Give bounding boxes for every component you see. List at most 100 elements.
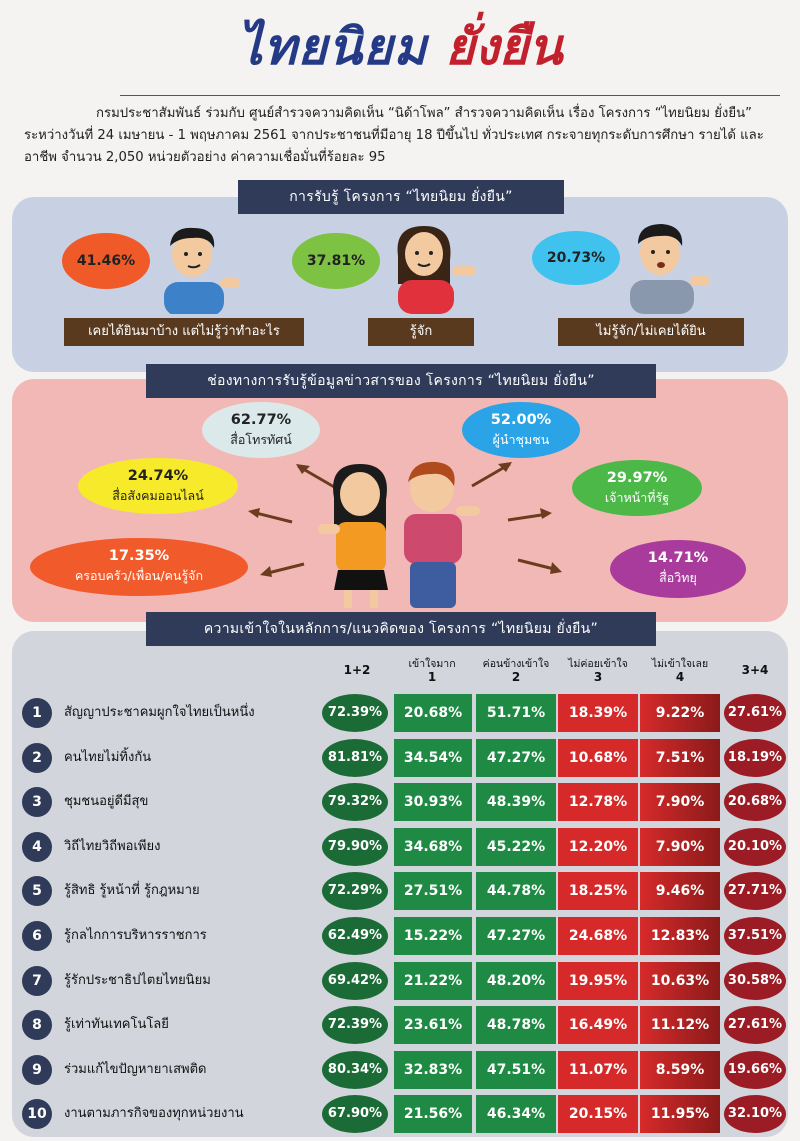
col-2: ค่อนข้างเข้าใจ 2	[476, 658, 556, 685]
row-number: 10	[22, 1099, 52, 1129]
row-c3: 10.68%	[558, 739, 638, 777]
man-thinking-icon	[164, 227, 240, 314]
row-sum12: 80.34%	[322, 1051, 388, 1089]
row-sum34: 27.61%	[724, 1006, 786, 1044]
awareness-value-2: 37.81%	[292, 233, 380, 289]
page-title: ไทยนิยม ยั่งยืน	[0, 8, 800, 92]
arrow-to-tv-icon	[296, 464, 337, 490]
row-c2: 48.20%	[476, 962, 556, 1000]
row-c2: 46.34%	[476, 1095, 556, 1133]
channel-social-media-value: 24.74%	[127, 468, 189, 484]
channel-social-media: 24.74% สื่อสังคมออนไลน์	[78, 458, 238, 514]
arrow-to-leader-icon	[471, 462, 512, 488]
row-c3: 12.20%	[558, 828, 638, 866]
awareness-value-3: 20.73%	[532, 231, 620, 285]
row-c2: 47.51%	[476, 1051, 556, 1089]
row-c4: 7.90%	[640, 783, 720, 821]
row-c1: 27.51%	[394, 872, 472, 910]
row-c1: 30.93%	[394, 783, 472, 821]
row-c1: 15.22%	[394, 917, 472, 955]
row-c4: 11.95%	[640, 1095, 720, 1133]
row-sum34: 27.71%	[724, 872, 786, 910]
row-number: 3	[22, 787, 52, 817]
row-sum34: 27.61%	[724, 694, 786, 732]
row-sum12: 79.32%	[322, 783, 388, 821]
row-c1: 34.54%	[394, 739, 472, 777]
row-c2: 44.78%	[476, 872, 556, 910]
col-4-num: 4	[675, 670, 685, 684]
channel-radio-value: 14.71%	[647, 550, 709, 566]
row-number: 5	[22, 876, 52, 906]
row-label: สัญญาประชาคมผูกใจไทยเป็นหนึ่ง	[64, 705, 255, 720]
row-label: คนไทยไม่ทิ้งกัน	[64, 750, 152, 765]
row-c1: 32.83%	[394, 1051, 472, 1089]
awareness-value-1: 41.46%	[62, 233, 150, 289]
row-label: ชุมชนอยู่ดีมีสุข	[64, 794, 149, 809]
row-c3: 24.68%	[558, 917, 638, 955]
channel-officials: 29.97% เจ้าหน้าที่รัฐ	[572, 460, 702, 516]
awareness-header: การรับรู้ โครงการ “ไทยนิยม ยั่งยืน”	[238, 180, 564, 214]
row-number: 6	[22, 921, 52, 951]
row-c3: 16.49%	[558, 1006, 638, 1044]
row-c4: 9.22%	[640, 694, 720, 732]
row-c1: 20.68%	[394, 694, 472, 732]
col-4: ไม่เข้าใจเลย 4	[640, 658, 720, 685]
row-c3: 11.07%	[558, 1051, 638, 1089]
channel-community-leader: 52.00% ผู้นำชุมชน	[462, 402, 580, 458]
row-c3: 20.15%	[558, 1095, 638, 1133]
row-sum34: 18.19%	[724, 739, 786, 777]
row-sum12: 72.39%	[322, 1006, 388, 1044]
channel-community-leader-label: ผู้นำชุมชน	[492, 432, 550, 447]
arrow-to-radio-icon	[517, 558, 562, 574]
row-sum12: 67.90%	[322, 1095, 388, 1133]
row-c1: 23.61%	[394, 1006, 472, 1044]
row-c4: 11.12%	[640, 1006, 720, 1044]
row-c3: 18.25%	[558, 872, 638, 910]
row-sum12: 69.42%	[322, 962, 388, 1000]
row-c2: 48.39%	[476, 783, 556, 821]
channel-tv-label: สื่อโทรทัศน์	[230, 432, 292, 447]
row-sum12: 81.81%	[322, 739, 388, 777]
intro-text: กรมประชาสัมพันธ์ ร่วมกับ ศูนย์สำรวจความค…	[24, 106, 764, 165]
awareness-label-3: ไม่รู้จัก/ไม่เคยได้ยิน	[558, 318, 744, 346]
row-sum34: 37.51%	[724, 917, 786, 955]
row-c4: 8.59%	[640, 1051, 720, 1089]
understanding-header: ความเข้าใจในหลักการ/แนวคิดของ โครงการ “ไ…	[146, 612, 656, 646]
row-c4: 7.51%	[640, 739, 720, 777]
row-number: 4	[22, 832, 52, 862]
row-sum34: 20.10%	[724, 828, 786, 866]
row-sum12: 72.29%	[322, 872, 388, 910]
arrow-to-officials-icon	[507, 508, 552, 522]
row-label: งานตามภารกิจของทุกหน่วยงาน	[64, 1106, 244, 1121]
title-divider	[120, 95, 780, 96]
row-number: 9	[22, 1055, 52, 1085]
channel-tv: 62.77% สื่อโทรทัศน์	[202, 402, 320, 458]
row-number: 8	[22, 1010, 52, 1040]
awareness-label-2: รู้จัก	[368, 318, 474, 346]
row-c4: 9.46%	[640, 872, 720, 910]
row-sum12: 62.49%	[322, 917, 388, 955]
row-c4: 12.83%	[640, 917, 720, 955]
row-sum34: 32.10%	[724, 1095, 786, 1133]
col-3-num: 3	[593, 670, 603, 684]
row-label: รู้รักประชาธิปไตยไทยนิยม	[64, 973, 211, 988]
col-2-label: ค่อนข้างเข้าใจ	[482, 658, 550, 670]
row-c4: 10.63%	[640, 962, 720, 1000]
row-c1: 21.56%	[394, 1095, 472, 1133]
col-2-num: 2	[511, 670, 521, 684]
row-c1: 34.68%	[394, 828, 472, 866]
row-c3: 19.95%	[558, 962, 638, 1000]
channel-radio: 14.71% สื่อวิทยุ	[610, 540, 746, 598]
row-sum34: 19.66%	[724, 1051, 786, 1089]
row-label: รู้สิทธิ รู้หน้าที่ รู้กฎหมาย	[64, 883, 200, 898]
row-c3: 18.39%	[558, 694, 638, 732]
col-sum34: 3+4	[741, 663, 769, 677]
row-sum12: 79.90%	[322, 828, 388, 866]
row-number: 1	[22, 698, 52, 728]
col-1-num: 1	[427, 670, 437, 684]
row-sum34: 20.68%	[724, 783, 786, 821]
channel-community-leader-value: 52.00%	[490, 412, 552, 428]
channel-family-friends-label: ครอบครัว/เพื่อน/คนรู้จัก	[74, 568, 204, 583]
row-c2: 45.22%	[476, 828, 556, 866]
col-sum12: 1+2	[343, 663, 371, 677]
